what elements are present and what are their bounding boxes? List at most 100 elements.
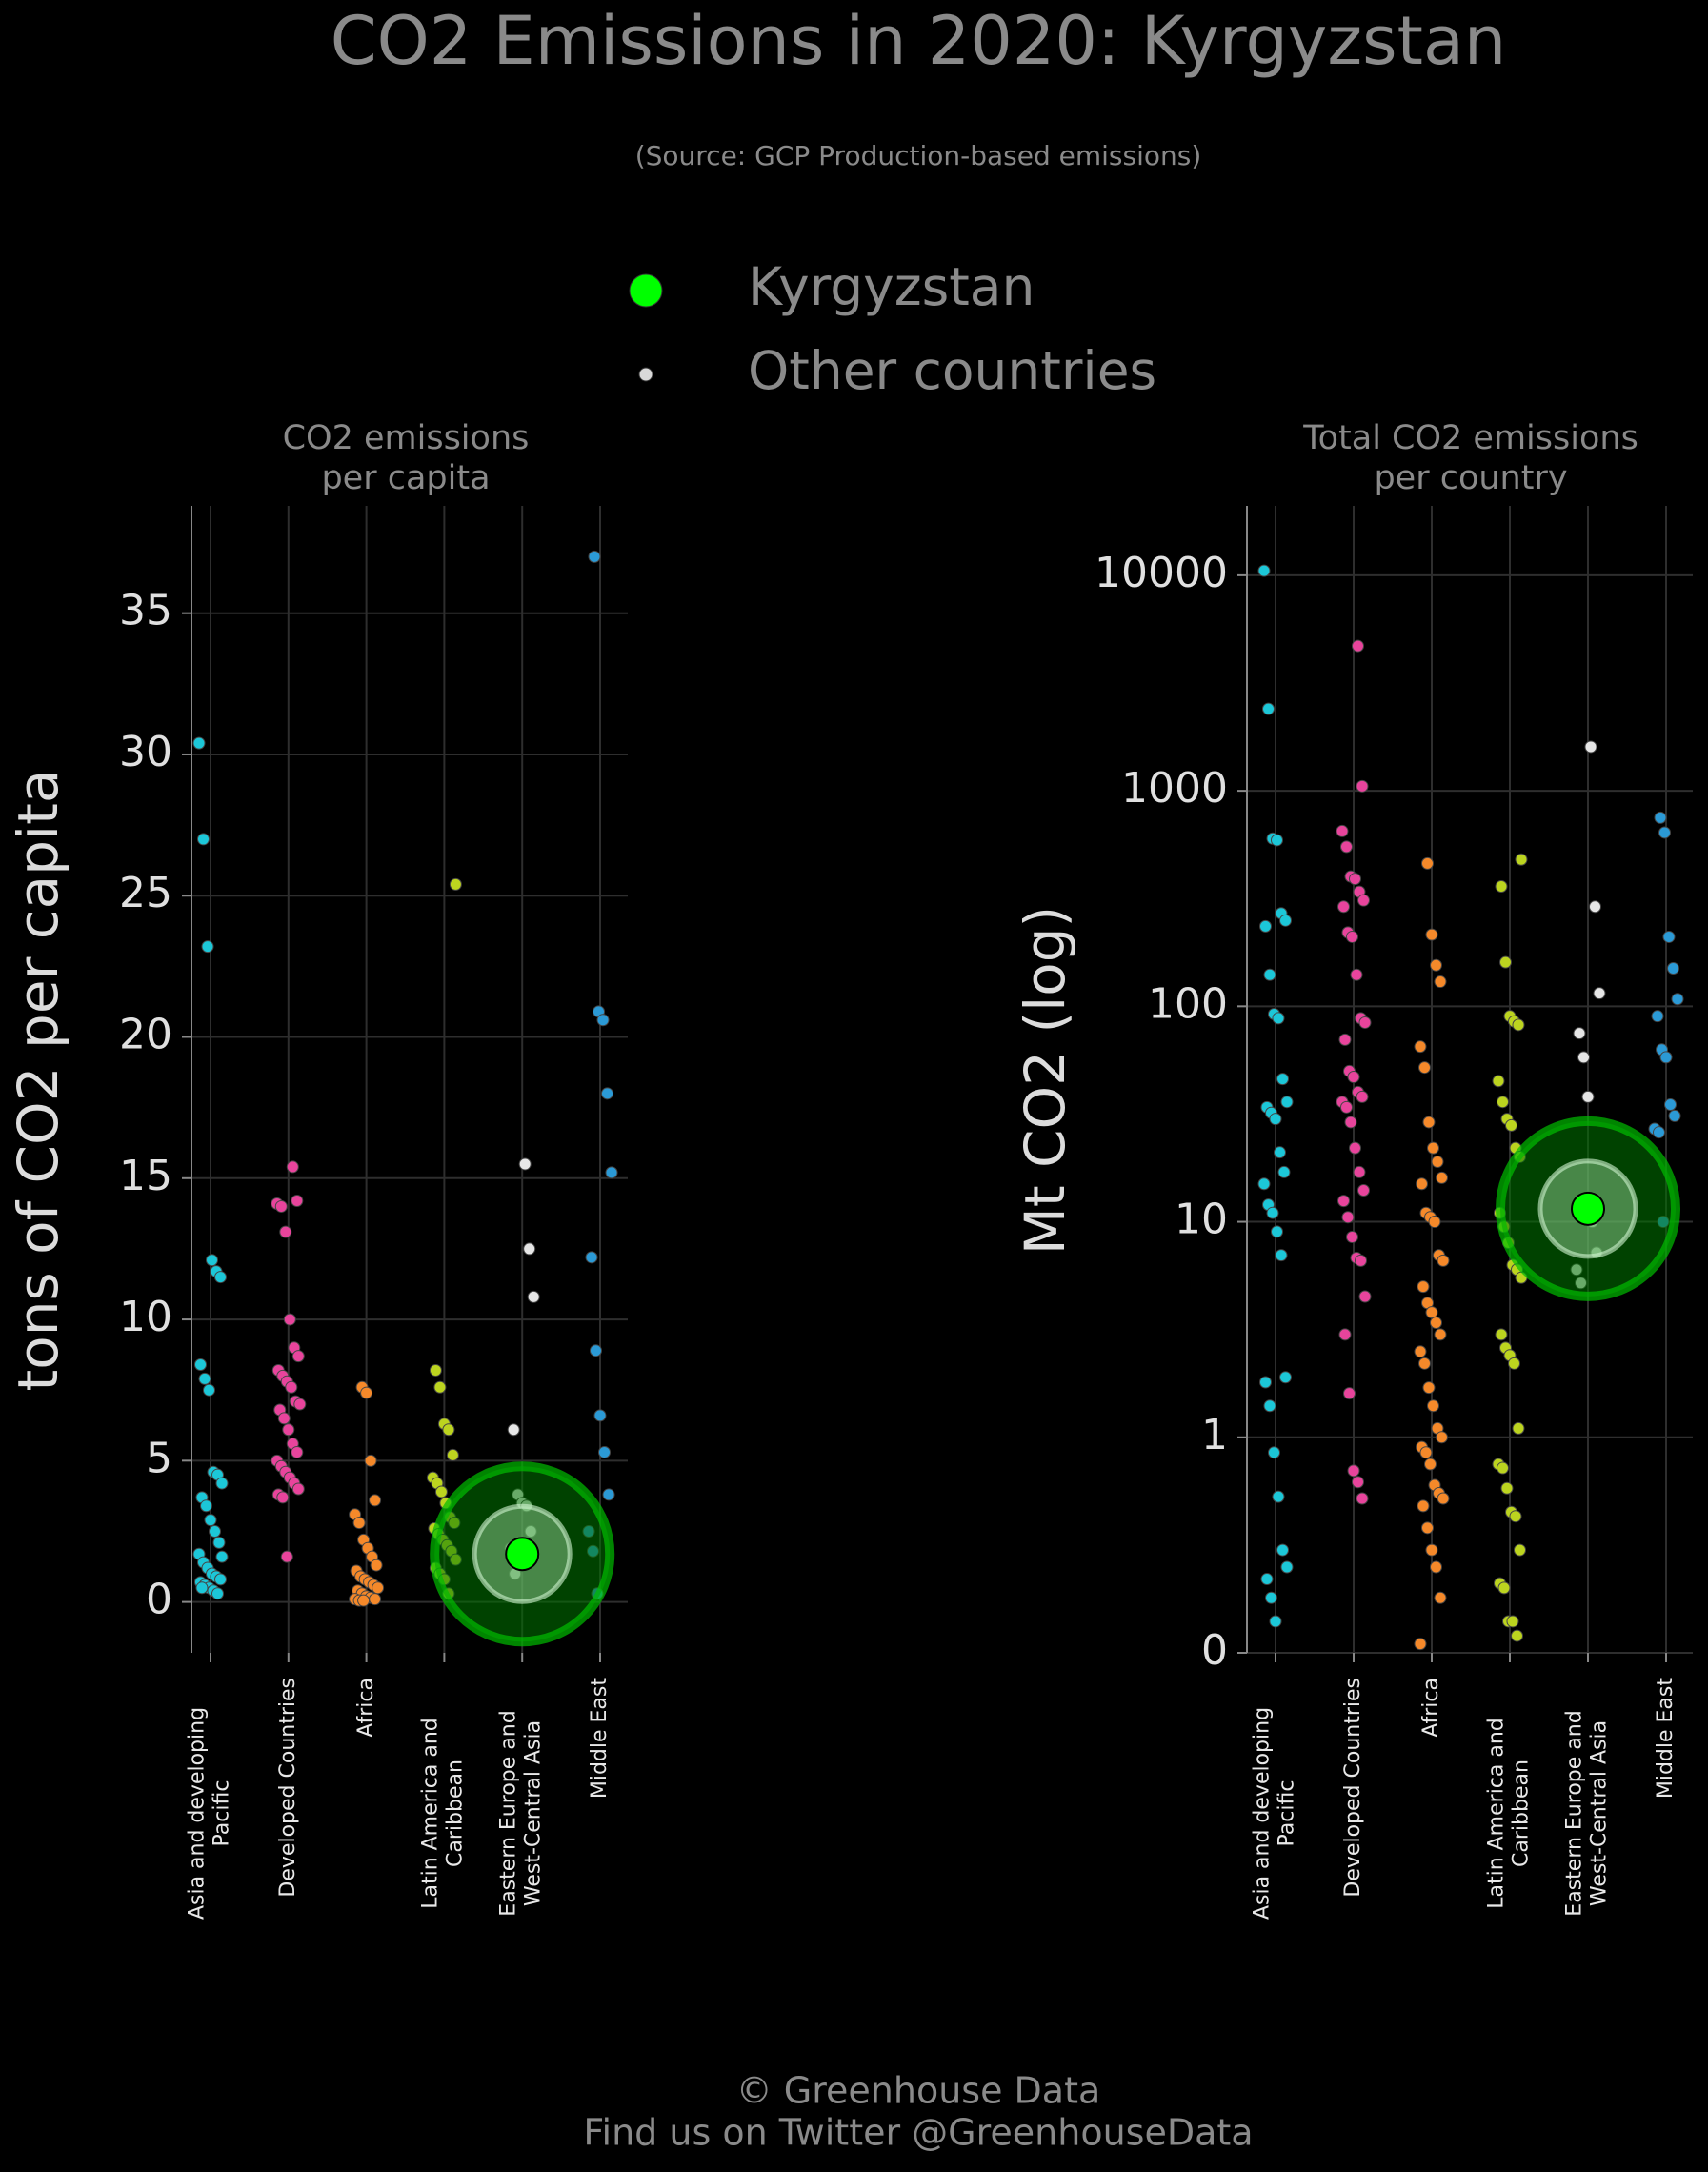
data-point [215, 1477, 229, 1490]
data-point [200, 1499, 212, 1513]
data-point [1343, 1387, 1356, 1400]
x-tick-label: Latin America and Caribbean [1484, 1718, 1534, 1909]
data-point [1262, 702, 1275, 715]
y-tick-label: 0 [1201, 1626, 1228, 1675]
panel-title: per capita [321, 459, 490, 497]
data-point [1514, 1543, 1526, 1557]
data-point [1509, 1510, 1522, 1523]
data-point [1259, 919, 1272, 933]
data-point [1269, 1113, 1282, 1126]
data-point [1349, 873, 1361, 886]
data-point [1500, 1481, 1514, 1495]
data-point [1671, 993, 1684, 1006]
data-point [1667, 962, 1679, 975]
data-point [1495, 1328, 1508, 1341]
data-point [352, 1517, 366, 1530]
data-point [1279, 1371, 1292, 1384]
panel-title: per country [1374, 459, 1567, 497]
data-point [1338, 1033, 1352, 1046]
data-point [1276, 1073, 1289, 1086]
data-point [1417, 1499, 1430, 1513]
x-tick-label: Asia and developing Pacific [185, 1706, 234, 1921]
data-point [1414, 1345, 1427, 1358]
data-point [357, 1594, 371, 1607]
data-point [291, 1482, 305, 1496]
data-point [1589, 900, 1601, 914]
data-point [291, 1350, 305, 1363]
data-point [585, 1251, 598, 1264]
data-point [1425, 928, 1438, 941]
data-point [1260, 1573, 1274, 1586]
data-point [1350, 968, 1363, 981]
data-point [1497, 1096, 1509, 1109]
data-point [212, 1536, 226, 1549]
data-point [209, 1524, 221, 1538]
data-point [1352, 639, 1364, 653]
data-point [276, 1491, 290, 1504]
data-point [1659, 1051, 1673, 1064]
data-point [195, 1581, 209, 1595]
data-point [1356, 1492, 1369, 1505]
data-point [1358, 1016, 1372, 1029]
y-tick-label: 1000 [1121, 764, 1228, 813]
data-point [370, 1559, 383, 1572]
data-point [1263, 1399, 1276, 1413]
data-point [1271, 1225, 1283, 1238]
x-tick-label: Developed Countries [1340, 1678, 1365, 1898]
data-point [279, 1225, 292, 1238]
data-point [1358, 1290, 1372, 1303]
y-tick-label: 0 [146, 1576, 172, 1624]
data-point [1340, 1100, 1353, 1114]
data-point [1505, 1118, 1517, 1132]
x-tick-label: Africa [353, 1678, 378, 1738]
data-point [1344, 1116, 1357, 1129]
data-point [291, 1445, 304, 1458]
y-tick-label: 10 [119, 1293, 172, 1341]
data-point [1593, 987, 1606, 1000]
data-point [1430, 1317, 1442, 1330]
data-point [1512, 1421, 1525, 1435]
data-point [1257, 564, 1271, 577]
y-tick-label: 15 [119, 1152, 172, 1200]
data-point [1355, 1254, 1367, 1267]
data-point [1347, 1071, 1360, 1084]
panel-title: Total CO2 emissions [1302, 419, 1638, 457]
data-point [1337, 1195, 1350, 1208]
data-point [1338, 1328, 1352, 1341]
data-point [1497, 1581, 1511, 1595]
data-point [1416, 1177, 1428, 1191]
data-point [360, 1386, 373, 1399]
data-point [593, 1409, 607, 1422]
data-point [523, 1242, 536, 1256]
data-point [433, 1380, 447, 1394]
data-point [1414, 1040, 1427, 1054]
data-point [527, 1290, 540, 1303]
x-tick-label: Middle East [587, 1678, 612, 1800]
data-point [1347, 1464, 1360, 1478]
data-point [1499, 955, 1512, 969]
data-point [446, 1448, 459, 1461]
data-point [1425, 1543, 1438, 1557]
data-point [1492, 1075, 1505, 1088]
data-point [1651, 1010, 1664, 1023]
data-point [1437, 1254, 1450, 1267]
data-point [1279, 914, 1292, 927]
data-point [1337, 900, 1350, 914]
data-point [1265, 1591, 1277, 1604]
data-point [1422, 1381, 1436, 1395]
data-point [1427, 1399, 1439, 1413]
data-point [1263, 968, 1276, 981]
data-point [192, 736, 206, 750]
data-point [1508, 1357, 1520, 1370]
data-point [1277, 1165, 1291, 1178]
data-point [429, 1363, 442, 1377]
data-point [1357, 1183, 1370, 1197]
data-point [1653, 1126, 1665, 1139]
x-tick-label: Asia and developing Pacific [1250, 1706, 1299, 1921]
footer: Find us on Twitter @GreenhouseData [583, 2112, 1253, 2154]
data-point [1421, 856, 1434, 870]
data-point [369, 1494, 382, 1507]
data-point [286, 1160, 299, 1174]
